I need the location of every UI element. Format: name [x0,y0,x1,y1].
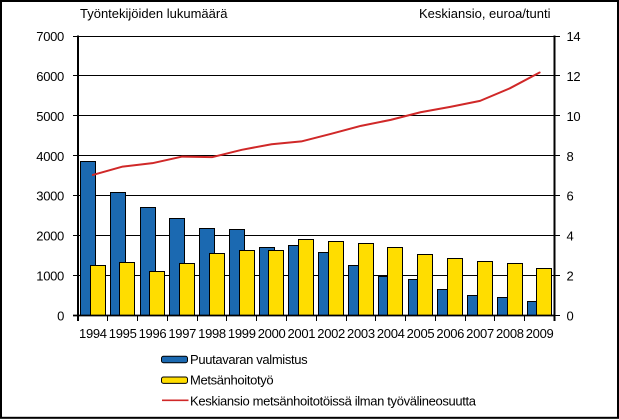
svg-text:14: 14 [567,29,581,44]
svg-text:2002: 2002 [317,326,345,341]
svg-text:2006: 2006 [436,326,464,341]
svg-text:1000: 1000 [36,269,64,284]
svg-text:10: 10 [567,109,581,124]
svg-text:2: 2 [567,269,574,284]
svg-text:1995: 1995 [109,326,137,341]
svg-text:4: 4 [567,229,574,244]
svg-text:8: 8 [567,149,574,164]
svg-text:1997: 1997 [168,326,196,341]
svg-text:0: 0 [57,309,64,324]
svg-text:Metsänhoitotyö: Metsänhoitotyö [190,373,273,388]
svg-text:Puutavaran valmistus: Puutavaran valmistus [190,352,308,367]
svg-text:2005: 2005 [407,326,435,341]
svg-text:12: 12 [567,69,581,84]
svg-text:2008: 2008 [496,326,524,341]
svg-text:6: 6 [567,189,574,204]
svg-text:2004: 2004 [377,326,405,341]
svg-text:4000: 4000 [36,149,64,164]
svg-text:0: 0 [567,309,574,324]
svg-text:2007: 2007 [466,326,494,341]
svg-text:2003: 2003 [347,326,375,341]
svg-text:5000: 5000 [36,109,64,124]
svg-text:3000: 3000 [36,189,64,204]
svg-text:2000: 2000 [258,326,286,341]
svg-text:Keskiansio, euroa/tunti: Keskiansio, euroa/tunti [419,6,551,21]
svg-text:Työntekijöiden lukumäärä: Työntekijöiden lukumäärä [80,6,228,21]
svg-text:1996: 1996 [139,326,167,341]
svg-text:1994: 1994 [79,326,107,341]
svg-text:1998: 1998 [198,326,226,341]
svg-text:6000: 6000 [36,69,64,84]
svg-text:2000: 2000 [36,229,64,244]
svg-text:7000: 7000 [36,29,64,44]
svg-text:Keskiansio metsänhoitotöissä i: Keskiansio metsänhoitotöissä ilman työvä… [190,393,477,408]
svg-text:1999: 1999 [228,326,256,341]
svg-text:2001: 2001 [287,326,315,341]
svg-text:2009: 2009 [526,326,554,341]
